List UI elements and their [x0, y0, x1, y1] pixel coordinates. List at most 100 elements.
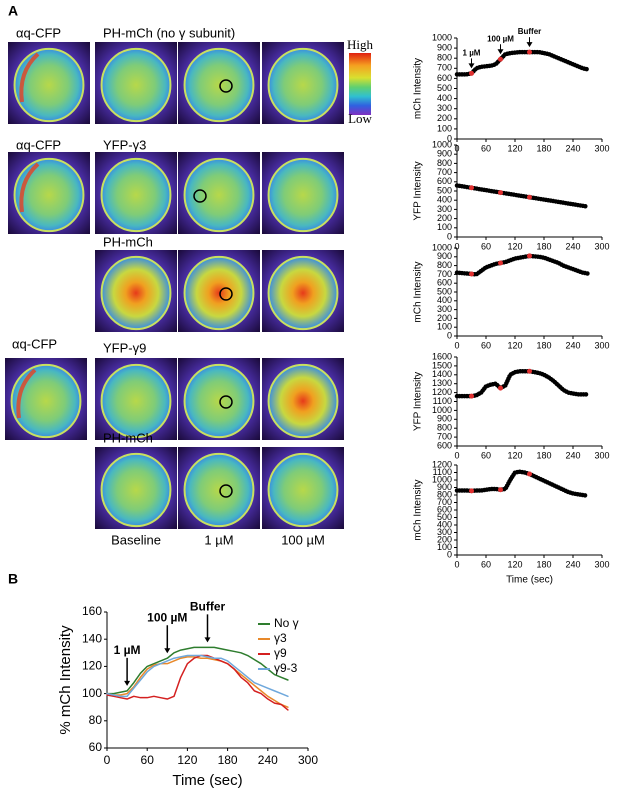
x-tick-label: 240: [258, 753, 278, 767]
x-tick-label: 300: [594, 241, 609, 251]
cell: [183, 157, 255, 233]
x-tick-label: 240: [565, 340, 580, 350]
y-tick-label: 500: [437, 185, 452, 195]
y-tick-label: 140: [82, 631, 102, 645]
arrow-head: [124, 680, 131, 686]
annotation: 100 µM: [487, 34, 514, 43]
x-axis-title: Time (sec): [506, 575, 553, 586]
x-tick-label: 60: [481, 241, 491, 251]
x-tick-label: 300: [594, 559, 609, 569]
y-tick-label: 0: [447, 133, 452, 143]
membrane-signal: [19, 162, 40, 213]
y-tick-label: 120: [82, 659, 102, 673]
cell: [267, 157, 339, 233]
highlight-point: [527, 368, 532, 374]
colorbar-label: Low: [348, 111, 372, 126]
x-tick-label: 120: [507, 143, 522, 153]
y-tick-label: 700: [437, 497, 452, 507]
highlight-point: [498, 385, 503, 391]
colorbar-label: High: [347, 37, 374, 52]
membrane-signal: [19, 52, 40, 103]
y-tick-label: 600: [437, 278, 452, 288]
x-tick-label: 240: [565, 241, 580, 251]
y-tick-label: 400: [437, 195, 452, 205]
y-tick-label: 1200: [432, 459, 452, 469]
y-tick-label: 1600: [432, 351, 452, 361]
y-tick-label: 800: [437, 53, 452, 63]
roi: [193, 189, 207, 203]
legend-label: No γ: [274, 616, 299, 630]
x-tick-label: 300: [594, 450, 609, 460]
y-tick-label: 300: [437, 527, 452, 537]
y-tick-label: 1000: [432, 474, 452, 484]
y-tick-label: 80: [89, 713, 103, 727]
y-tick-label: 200: [437, 113, 452, 123]
x-tick-label: 120: [507, 559, 522, 569]
x-tick-label: 60: [481, 559, 491, 569]
y-tick-label: 900: [437, 149, 452, 159]
y-axis-title: % mCh Intensity: [57, 625, 74, 735]
y-tick-label: 1300: [432, 378, 452, 388]
highlight-point: [498, 260, 503, 266]
legend-label: γ9: [274, 646, 287, 660]
y-tick-label: 300: [437, 103, 452, 113]
x-tick-label: 180: [536, 143, 551, 153]
y-tick-label: 1000: [432, 139, 452, 149]
x-tick-label: 180: [536, 559, 551, 569]
y-tick-label: 700: [437, 431, 452, 441]
x-tick-label: 180: [536, 450, 551, 460]
legend-label: γ3: [274, 631, 287, 645]
highlight-point: [527, 194, 532, 200]
image-label: αq-CFP: [16, 25, 61, 40]
y-tick-label: 600: [437, 440, 452, 450]
x-tick-label: 120: [507, 450, 522, 460]
y-tick-label: 800: [437, 260, 452, 270]
cell: [100, 47, 172, 123]
annotation: 1 µM: [114, 643, 141, 657]
y-tick-label: 100: [82, 686, 102, 700]
roi: [219, 395, 233, 409]
y-tick-label: 1100: [433, 396, 452, 406]
y-tick-label: 1000: [432, 405, 452, 415]
y-tick-label: 500: [437, 286, 452, 296]
roi: [219, 484, 233, 498]
x-tick-label: 240: [565, 450, 580, 460]
x-tick-label: 120: [507, 241, 522, 251]
y-tick-label: 1200: [432, 387, 452, 397]
x-tick-label: 120: [507, 340, 522, 350]
y-axis-title: mCh Intensity: [413, 479, 424, 540]
x-tick-label: 240: [565, 143, 580, 153]
highlight-point: [498, 56, 503, 62]
image-label: αq-CFP: [12, 336, 57, 351]
highlight-point: [469, 271, 474, 277]
y-tick-label: 900: [437, 251, 452, 261]
highlight-point: [527, 253, 532, 259]
image-label: PH-mCh: [103, 234, 153, 249]
x-tick-label: 120: [177, 753, 197, 767]
y-tick-label: 300: [437, 304, 452, 314]
highlight-point: [469, 488, 474, 494]
y-tick-label: 0: [447, 549, 452, 559]
column-label: Baseline: [111, 532, 161, 547]
cell: [183, 47, 255, 123]
y-tick-label: 1500: [432, 360, 452, 370]
x-tick-label: 300: [298, 753, 318, 767]
arrow-head: [497, 49, 504, 55]
y-axis-title: YFP Intensity: [413, 372, 424, 431]
highlight-point: [469, 70, 474, 76]
x-tick-label: 60: [481, 143, 491, 153]
y-tick-label: 1000: [432, 32, 452, 42]
series-line: [454, 49, 590, 77]
y-tick-label: 200: [437, 534, 452, 544]
x-tick-label: 60: [481, 450, 491, 460]
x-axis-title: Time (sec): [172, 772, 242, 789]
column-label: 1 µM: [204, 532, 233, 547]
panel-label: B: [8, 571, 18, 587]
image-label: PH-mCh: [103, 430, 153, 445]
y-tick-label: 0: [447, 231, 452, 241]
x-tick-label: 60: [481, 340, 491, 350]
cell: [10, 363, 82, 439]
roi: [219, 79, 233, 93]
highlight-point: [469, 185, 474, 191]
legend-label: γ9-3: [274, 661, 298, 675]
